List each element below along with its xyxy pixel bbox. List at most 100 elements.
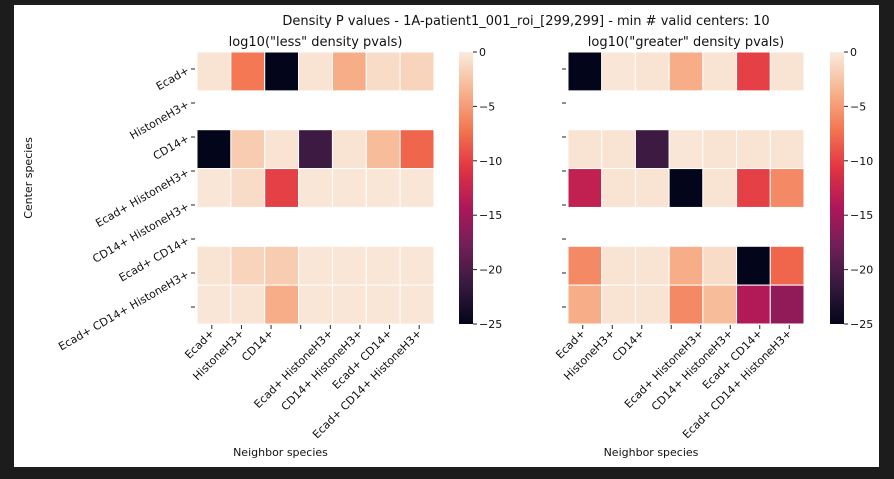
y-tick-label: Ecad+ HistoneH3+: [93, 166, 191, 230]
heatmap-cell: [702, 168, 738, 208]
colorbar-tick-label: 0: [479, 46, 486, 59]
heatmap-cell: [399, 129, 435, 170]
heatmap-cell: [668, 168, 704, 208]
colorbar-tick-label: −20: [850, 264, 873, 277]
heatmap-cell: [736, 245, 771, 286]
x-axis-label: Neighbor species: [233, 446, 328, 459]
heatmap-cell: [365, 168, 401, 208]
x-tick-label: CD14+: [239, 327, 276, 364]
heatmap-cell: [736, 168, 771, 208]
heatmap-cell: [264, 245, 300, 286]
heatmap-cell: [196, 51, 232, 92]
heatmap-cell: [634, 51, 670, 92]
heatmap-cell: [702, 129, 738, 170]
heatmap-cell: [567, 168, 603, 208]
heatmap-cell: [634, 284, 670, 325]
heatmap-cell: [399, 51, 435, 92]
heatmap-cell: [230, 51, 266, 92]
heatmap-cell: [331, 168, 367, 208]
heatmap-cell: [601, 168, 636, 208]
heatmap-cell: [601, 51, 636, 92]
y-tick-label: Ecad+: [154, 64, 192, 93]
colorbar-tick-label: −10: [850, 155, 873, 168]
heatmap-cell: [769, 51, 805, 92]
y-tick-label: CD14+ HistoneH3+: [90, 200, 191, 266]
heatmap-cell: [264, 168, 300, 208]
heatmap-cell: [230, 245, 266, 286]
heatmap-panel-1: log10("less" density pvals)Ecad+HistoneH…: [22, 35, 502, 459]
panel-title: log10("less" density pvals): [229, 35, 403, 50]
colorbar-gradient: [459, 52, 473, 324]
heatmap-cell: [668, 245, 704, 286]
heatmap-cell: [331, 129, 367, 170]
heatmap-cell: [196, 284, 232, 325]
heatmap-cell: [567, 51, 603, 92]
heatmap-cell: [601, 284, 636, 325]
heatmap-cell: [769, 168, 805, 208]
colorbar: 0 −5 −10 −15 −20 −25: [830, 46, 873, 331]
heatmap-cell: [399, 168, 435, 208]
heatmap-cell: [634, 168, 670, 208]
heatmap-cell: [399, 245, 435, 286]
heatmap-cell: [769, 245, 805, 286]
heatmap-cell: [399, 284, 435, 325]
heatmap-cell: [567, 245, 603, 286]
heatmap-cell: [196, 129, 232, 170]
chart-svg: Density P values - 1A-patient1_001_roi_[…: [22, 14, 873, 459]
colorbar-tick-label: −20: [479, 264, 502, 277]
colorbar-tick-label: −25: [850, 318, 873, 331]
colorbar-tick-label: −5: [850, 100, 866, 113]
heatmap-cell: [331, 284, 367, 325]
y-axis-label: Center species: [22, 137, 35, 219]
heatmap-cell: [365, 129, 401, 170]
heatmap-cell: [567, 284, 603, 325]
heatmap-cell: [298, 245, 333, 286]
heatmap-cell: [196, 168, 232, 208]
heatmap-cell: [736, 51, 771, 92]
heatmap-cell: [769, 284, 805, 325]
heatmap-cell: [702, 245, 738, 286]
heatmap-cell: [702, 51, 738, 92]
heatmap-cell: [264, 51, 300, 92]
heatmap-cell: [331, 51, 367, 92]
colorbar-tick-label: −15: [850, 209, 873, 222]
x-tick-label: CD14+: [610, 327, 647, 364]
heatmap-cell: [668, 51, 704, 92]
heatmap-cell: [736, 129, 771, 170]
heatmap-cell: [196, 245, 232, 286]
y-tick-label: CD14+: [151, 132, 192, 163]
colorbar-tick-label: −25: [479, 318, 502, 331]
heatmap-cell: [365, 284, 401, 325]
colorbar: 0 −5 −10 −15 −20 −25: [459, 46, 502, 331]
figure: Density P values - 1A-patient1_001_roi_[…: [14, 5, 879, 467]
heatmap-cell: [298, 284, 333, 325]
heatmap-cell: [365, 51, 401, 92]
heatmap-cell: [634, 129, 670, 170]
heatmap-panels: log10("less" density pvals)Ecad+HistoneH…: [22, 35, 873, 459]
heatmap-cell: [702, 284, 738, 325]
heatmap-panel-2: log10("greater" density pvals)Ecad+Histo…: [553, 35, 873, 459]
panel-title: log10("greater" density pvals): [588, 35, 784, 50]
heatmap-cell: [264, 284, 300, 325]
colorbar-tick-label: −15: [479, 209, 502, 222]
heatmap-cell: [298, 168, 333, 208]
heatmap-cell: [230, 129, 266, 170]
heatmap-cell: [668, 284, 704, 325]
heatmap-cell: [601, 129, 636, 170]
heatmap-cell: [298, 129, 333, 170]
heatmap-cell: [769, 129, 805, 170]
heatmap-cell: [331, 245, 367, 286]
colorbar-tick-label: −5: [479, 100, 495, 113]
heatmap-cell: [567, 129, 603, 170]
colorbar-tick-label: 0: [850, 46, 857, 59]
heatmap-cell: [634, 245, 670, 286]
heatmap-cell: [736, 284, 771, 325]
heatmap-cell: [298, 51, 333, 92]
heatmap-cell: [601, 245, 636, 286]
colorbar-tick-label: −10: [479, 155, 502, 168]
colorbar-gradient: [830, 52, 844, 324]
heatmap-cell: [230, 284, 266, 325]
heatmap-cell: [365, 245, 401, 286]
heatmap-cell: [264, 129, 300, 170]
x-axis-label: Neighbor species: [604, 446, 699, 459]
